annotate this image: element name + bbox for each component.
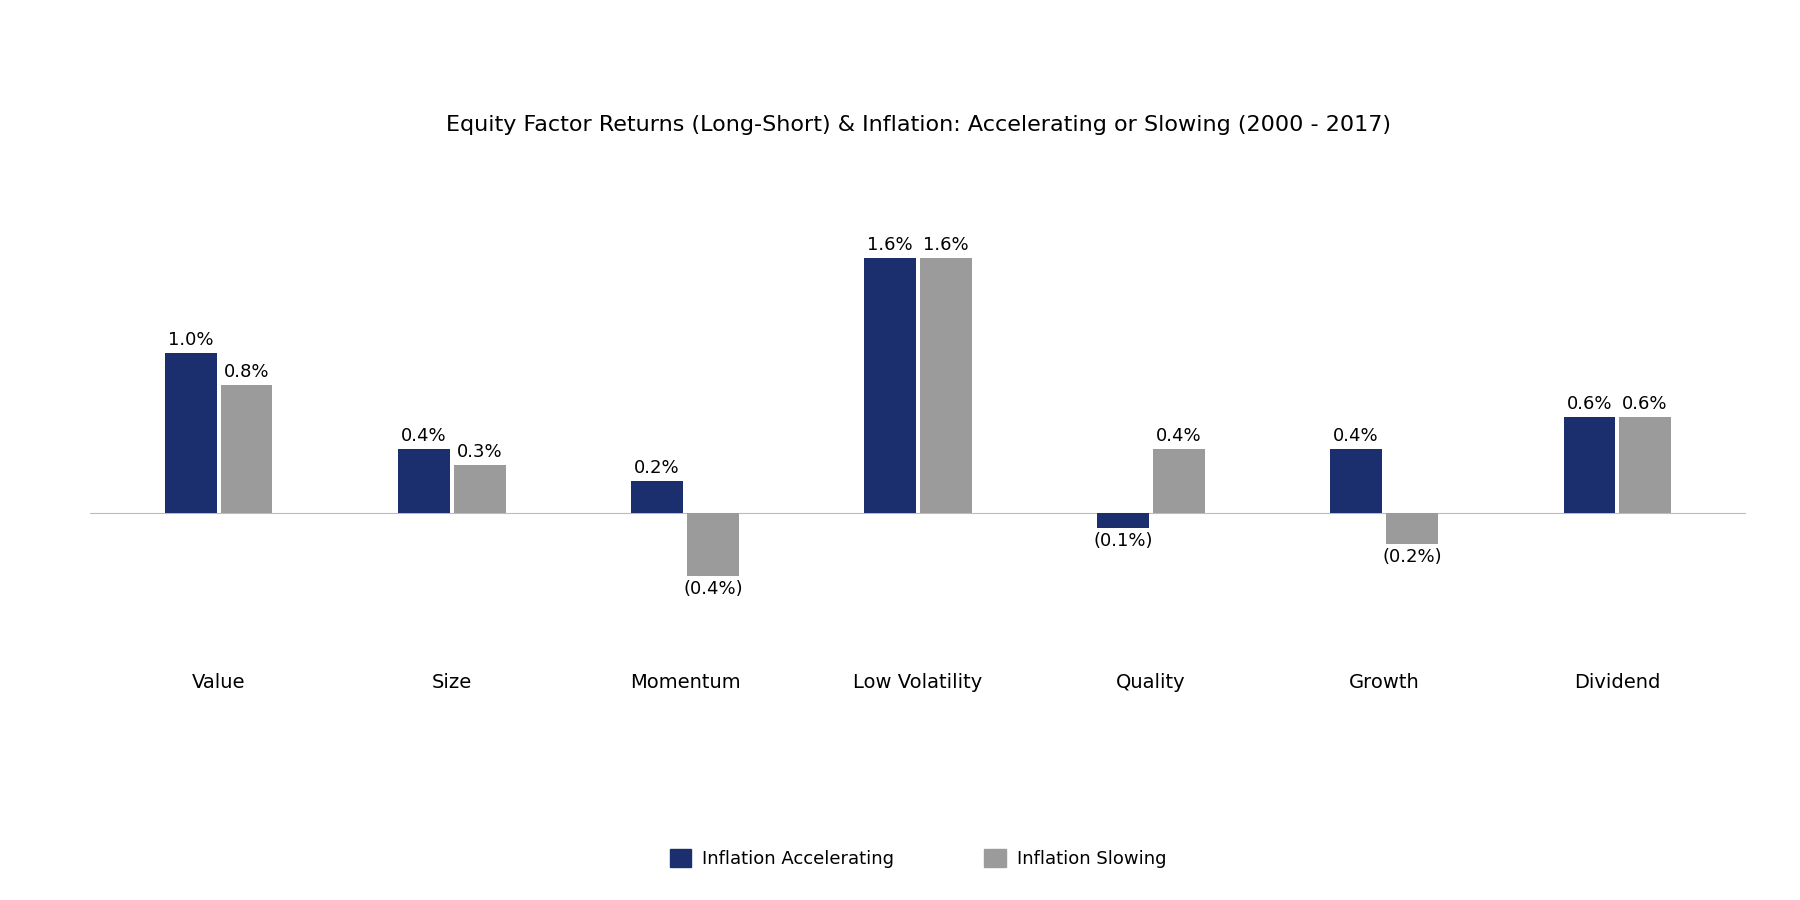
Text: (0.4%): (0.4%) [684, 580, 743, 598]
Legend: Inflation Accelerating, Inflation Slowing: Inflation Accelerating, Inflation Slowin… [662, 842, 1174, 876]
Bar [1330, 449, 1382, 513]
Text: 1.6%: 1.6% [923, 236, 968, 254]
Text: 0.6%: 0.6% [1622, 395, 1669, 413]
Text: 0.4%: 0.4% [1156, 427, 1202, 445]
Bar [1154, 449, 1204, 513]
Bar [1386, 513, 1438, 544]
Bar [1620, 417, 1670, 513]
Text: 1.6%: 1.6% [868, 236, 913, 254]
Text: 1.0%: 1.0% [167, 331, 214, 349]
Bar [1564, 417, 1615, 513]
Bar [166, 353, 216, 513]
Bar [454, 464, 506, 513]
Bar [221, 385, 272, 513]
Bar [864, 257, 916, 513]
Text: 0.4%: 0.4% [401, 427, 446, 445]
Text: 0.6%: 0.6% [1566, 395, 1613, 413]
Bar [1098, 513, 1148, 528]
Title: Equity Factor Returns (Long-Short) & Inflation: Accelerating or Slowing (2000 - : Equity Factor Returns (Long-Short) & Inf… [446, 115, 1390, 135]
Bar [688, 513, 738, 576]
Bar [920, 257, 972, 513]
Text: 0.4%: 0.4% [1334, 427, 1379, 445]
Text: 0.3%: 0.3% [457, 443, 502, 461]
Text: (0.1%): (0.1%) [1093, 533, 1152, 551]
Text: 0.8%: 0.8% [223, 363, 270, 381]
Bar [632, 481, 682, 513]
Text: 0.2%: 0.2% [634, 459, 680, 477]
Bar [398, 449, 450, 513]
Text: (0.2%): (0.2%) [1382, 548, 1442, 566]
